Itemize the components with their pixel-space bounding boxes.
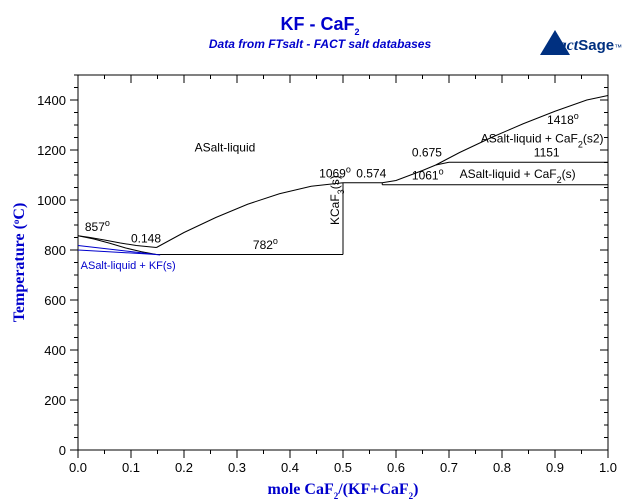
svg-text:200: 200 bbox=[44, 393, 66, 408]
annotation-3: 782o bbox=[253, 236, 278, 252]
svg-text:0.4: 0.4 bbox=[281, 460, 299, 475]
curve-liq_mid bbox=[156, 183, 343, 248]
annotation-9: 1061o bbox=[412, 167, 444, 183]
x-axis-label: mole CaF2/(KF+CaF2) bbox=[268, 481, 419, 501]
title-sub: Data from FTsalt - FACT salt databases bbox=[209, 37, 432, 51]
annotation-12: 1418o bbox=[547, 111, 579, 127]
svg-text:400: 400 bbox=[44, 343, 66, 358]
svg-text:0.2: 0.2 bbox=[175, 460, 193, 475]
svg-text:1200: 1200 bbox=[37, 143, 66, 158]
svg-text:0.9: 0.9 bbox=[546, 460, 564, 475]
annotation-10: ASalt-liquid + CaF2(s) bbox=[460, 167, 576, 185]
svg-text:1000: 1000 bbox=[37, 193, 66, 208]
svg-text:600: 600 bbox=[44, 293, 66, 308]
svg-text:1400: 1400 bbox=[37, 93, 66, 108]
svg-text:0.8: 0.8 bbox=[493, 460, 511, 475]
svg-text:0.7: 0.7 bbox=[440, 460, 458, 475]
svg-text:0.6: 0.6 bbox=[387, 460, 405, 475]
annotation-1: 857o bbox=[85, 218, 110, 234]
svg-text:0.3: 0.3 bbox=[228, 460, 246, 475]
y-axis-label: Temperature (oC) bbox=[11, 203, 28, 323]
svg-text:0.0: 0.0 bbox=[69, 460, 87, 475]
factsage-logo: FactSage™ bbox=[547, 37, 622, 54]
svg-text:0.5: 0.5 bbox=[334, 460, 352, 475]
annotation-6: 0.574 bbox=[356, 167, 386, 181]
annotation-7: 0.675 bbox=[412, 145, 442, 159]
title-main: KF - CaF2 bbox=[280, 14, 359, 37]
annotation-2: 0.148 bbox=[131, 232, 161, 246]
svg-text:0: 0 bbox=[59, 443, 66, 458]
curve-top_liq bbox=[436, 96, 608, 166]
annotation-4: ASalt-liquid + KF(s) bbox=[81, 260, 176, 272]
annotation-0: ASalt-liquid bbox=[195, 140, 256, 154]
svg-text:0.1: 0.1 bbox=[122, 460, 140, 475]
svg-text:1.0: 1.0 bbox=[599, 460, 617, 475]
phase-diagram: 0.0 0.1 0.2 0.3 0.4 0.5 0.6 0.7 0.8 0.9 1.0 0 200 400… bbox=[0, 0, 640, 504]
svg-text:800: 800 bbox=[44, 243, 66, 258]
svg-text:FactSage™: FactSage™ bbox=[547, 37, 622, 54]
annotation-8: 1151 bbox=[534, 145, 560, 159]
